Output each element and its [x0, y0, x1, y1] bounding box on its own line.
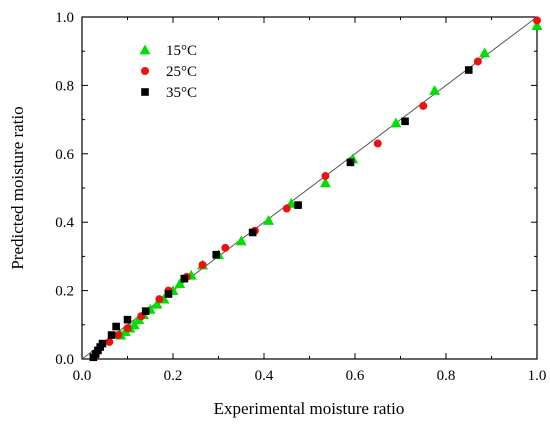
data-point-square — [141, 307, 150, 315]
legend-label: 35°C — [166, 85, 197, 101]
data-point-square — [107, 331, 116, 339]
data-point-triangle — [174, 278, 186, 289]
data-point-triangle — [479, 47, 491, 58]
data-point-square — [346, 158, 355, 167]
y-tick-label: 1.0 — [55, 10, 74, 26]
y-axis-title: Predicted moisture ratio — [8, 106, 27, 269]
x-axis-title: Experimental moisture ratio — [214, 399, 405, 418]
data-point-square — [123, 315, 132, 324]
legend-marker-square — [141, 88, 149, 96]
data-point-circle — [114, 331, 123, 340]
data-point-square — [98, 339, 107, 348]
x-tick-label: 0.6 — [346, 368, 365, 384]
data-point-triangle — [263, 214, 275, 225]
data-point-circle — [321, 172, 330, 181]
data-point-square — [401, 117, 409, 126]
axis-ticks: 0.0 0.2 0.4 0.6 0.8 1.0 0.0 0.2 0.4 0.6 0.8 1.0 — [55, 10, 546, 384]
data-point-square — [248, 228, 257, 237]
data-point-square — [180, 274, 189, 283]
data-point-triangle — [429, 85, 441, 95]
y-tick-label: 0.6 — [55, 147, 74, 163]
data-point-circle — [155, 295, 164, 304]
x-tick-label: 0.0 — [73, 368, 92, 384]
y-tick-label: 0.8 — [55, 78, 74, 94]
data-point-circle — [221, 243, 230, 252]
data-point-triangle — [390, 117, 402, 128]
legend-label: 25°C — [166, 64, 197, 80]
data-point-circle — [282, 204, 291, 213]
y-tick-label: 0.0 — [55, 352, 74, 368]
data-point-circle — [373, 139, 382, 148]
y-tick-label: 0.2 — [55, 284, 74, 300]
data-point-circle — [473, 57, 482, 66]
data-point-triangle — [531, 20, 543, 30]
data-point-circle — [198, 260, 207, 269]
data-point-triangle — [235, 235, 247, 246]
data-point-circle — [533, 16, 541, 25]
data-point-square — [212, 250, 221, 259]
data-point-triangle — [151, 298, 163, 309]
legend-marker-triangle — [139, 44, 151, 55]
data-point-triangle — [128, 319, 140, 330]
data-point-square — [464, 66, 473, 74]
x-tick-label: 1.0 — [528, 368, 547, 384]
x-tick-label: 0.4 — [255, 368, 274, 384]
x-tick-label: 0.2 — [164, 368, 183, 384]
y-tick-label: 0.4 — [55, 215, 74, 231]
data-point-triangle — [319, 177, 331, 188]
legend: 15°C 25°C 35°C — [139, 43, 197, 101]
data-point-square — [112, 322, 120, 331]
data-points-layer — [89, 16, 543, 362]
data-point-circle — [419, 101, 428, 110]
data-point-square — [294, 201, 302, 209]
x-tick-label: 0.8 — [437, 368, 456, 384]
legend-marker-circle — [141, 67, 149, 75]
data-point-circle — [123, 324, 132, 333]
data-point-square — [164, 290, 173, 298]
legend-label: 15°C — [166, 43, 197, 59]
data-point-circle — [105, 337, 114, 346]
